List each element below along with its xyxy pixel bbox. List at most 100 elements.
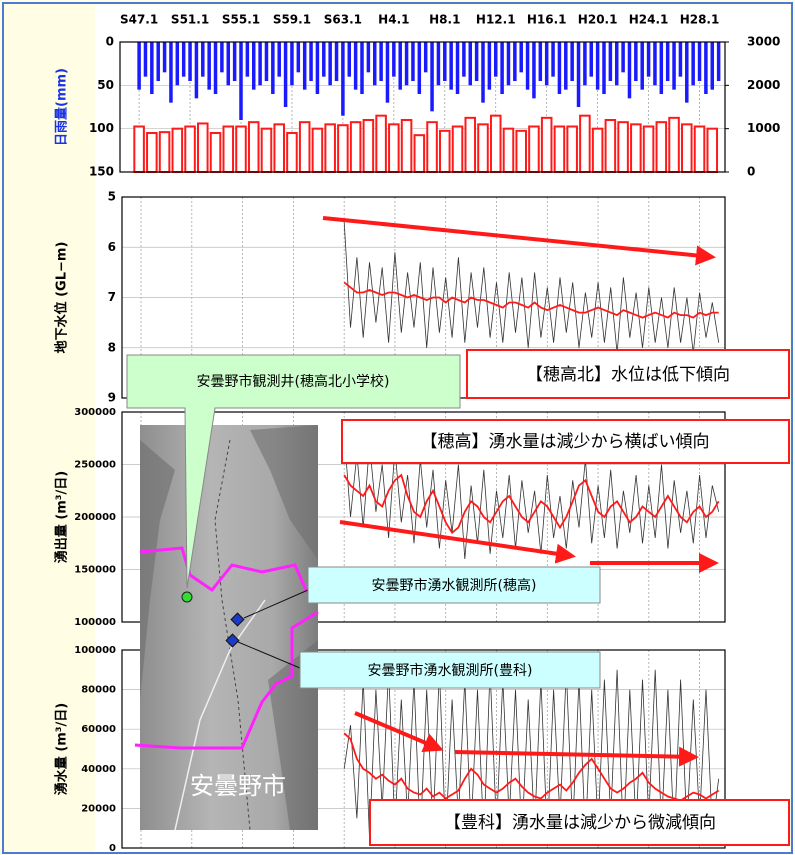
bar xyxy=(341,42,345,116)
y-axis-title: 日雨量(mm) xyxy=(55,68,70,146)
y-tick-label: 0 xyxy=(109,843,116,854)
y-axis-title: 湧水量 (m³/日) xyxy=(54,703,70,795)
bar xyxy=(415,135,425,172)
bar xyxy=(539,42,543,81)
y-tick-label: 150000 xyxy=(74,565,116,576)
bar xyxy=(644,127,654,173)
bar xyxy=(555,127,565,173)
bar xyxy=(491,116,501,172)
bar xyxy=(402,120,412,172)
bar xyxy=(430,42,434,111)
x-tick-label: H20.1 xyxy=(578,13,618,27)
bar xyxy=(271,42,275,94)
well-marker xyxy=(182,592,192,602)
bar xyxy=(427,122,437,172)
bar xyxy=(309,42,313,81)
bar xyxy=(691,42,695,85)
bar xyxy=(478,124,488,172)
bar xyxy=(354,42,358,90)
bar xyxy=(398,42,402,90)
x-tick-label: S63.1 xyxy=(324,13,362,27)
bar xyxy=(163,42,167,72)
station-label: 安曇野市湧水観測所(豊科) xyxy=(368,662,533,679)
bar xyxy=(621,42,625,72)
y-tick-label: 150 xyxy=(89,165,114,179)
station-label: 安曇野市湧水観測所(穂高) xyxy=(372,577,537,594)
bar xyxy=(233,42,237,81)
bar xyxy=(195,42,199,98)
y-tick-label: 5 xyxy=(108,190,116,204)
bar xyxy=(631,124,641,172)
trend-note: 【豊科】湧水量は減少から微減傾向 xyxy=(444,813,716,833)
bar xyxy=(290,42,294,85)
bar xyxy=(176,42,180,85)
bar xyxy=(287,133,297,172)
bar xyxy=(160,132,170,172)
bar xyxy=(405,42,409,85)
y-tick-label: 6 xyxy=(108,240,116,254)
bar xyxy=(657,122,667,172)
bar xyxy=(593,129,603,172)
bar xyxy=(335,42,339,81)
y-tick-label: 20000 xyxy=(81,803,116,814)
bar xyxy=(558,42,562,94)
y-tick-label: 300000 xyxy=(74,407,116,418)
y-tick-label: 250000 xyxy=(74,460,116,471)
bar xyxy=(338,125,348,172)
bar xyxy=(220,42,224,72)
x-tick-label: H16.1 xyxy=(527,13,567,27)
bar xyxy=(207,42,211,90)
bar xyxy=(577,42,581,107)
bar xyxy=(150,42,154,94)
bar xyxy=(156,42,160,81)
bar xyxy=(300,122,310,172)
bar xyxy=(672,42,676,90)
page: S47.1S51.1S55.1S59.1S63.1H4.1H8.1H12.1H1… xyxy=(0,0,795,855)
bar xyxy=(602,42,606,94)
bar xyxy=(239,42,243,120)
bar xyxy=(424,42,428,72)
bar xyxy=(695,127,705,173)
bar xyxy=(653,42,657,85)
bar xyxy=(147,133,157,172)
bar xyxy=(392,42,396,77)
bar xyxy=(660,42,664,94)
bar xyxy=(367,42,371,72)
bar xyxy=(564,42,568,90)
bar xyxy=(246,42,250,77)
x-tick-label: H4.1 xyxy=(378,13,409,27)
bar xyxy=(201,42,205,77)
bar xyxy=(440,131,450,172)
bar xyxy=(465,118,475,172)
bar xyxy=(606,120,616,172)
bar xyxy=(316,42,320,94)
bar xyxy=(313,129,323,172)
bar xyxy=(223,127,233,173)
bar xyxy=(519,42,523,72)
bar xyxy=(411,42,415,81)
bar xyxy=(379,42,383,81)
bar xyxy=(698,42,702,81)
bar xyxy=(351,122,361,172)
bar xyxy=(328,42,332,85)
bar xyxy=(516,131,526,172)
bar xyxy=(297,42,301,72)
bar xyxy=(198,123,208,172)
y2-tick-label: 1000 xyxy=(747,121,780,135)
bar xyxy=(542,118,552,172)
bar xyxy=(666,42,670,81)
bar xyxy=(376,116,386,172)
bar xyxy=(277,42,281,77)
bar xyxy=(685,42,689,103)
bar xyxy=(214,42,218,94)
y-tick-label: 100 xyxy=(89,121,114,135)
bar xyxy=(640,42,644,90)
y-tick-label: 50 xyxy=(97,78,114,92)
trend-note: 【穂高北】水位は低下傾向 xyxy=(526,365,730,385)
bar xyxy=(134,127,144,173)
bar xyxy=(682,124,692,172)
bar xyxy=(211,133,221,172)
x-tick-label: S51.1 xyxy=(171,13,209,27)
bar xyxy=(236,127,246,173)
bar xyxy=(456,42,460,94)
